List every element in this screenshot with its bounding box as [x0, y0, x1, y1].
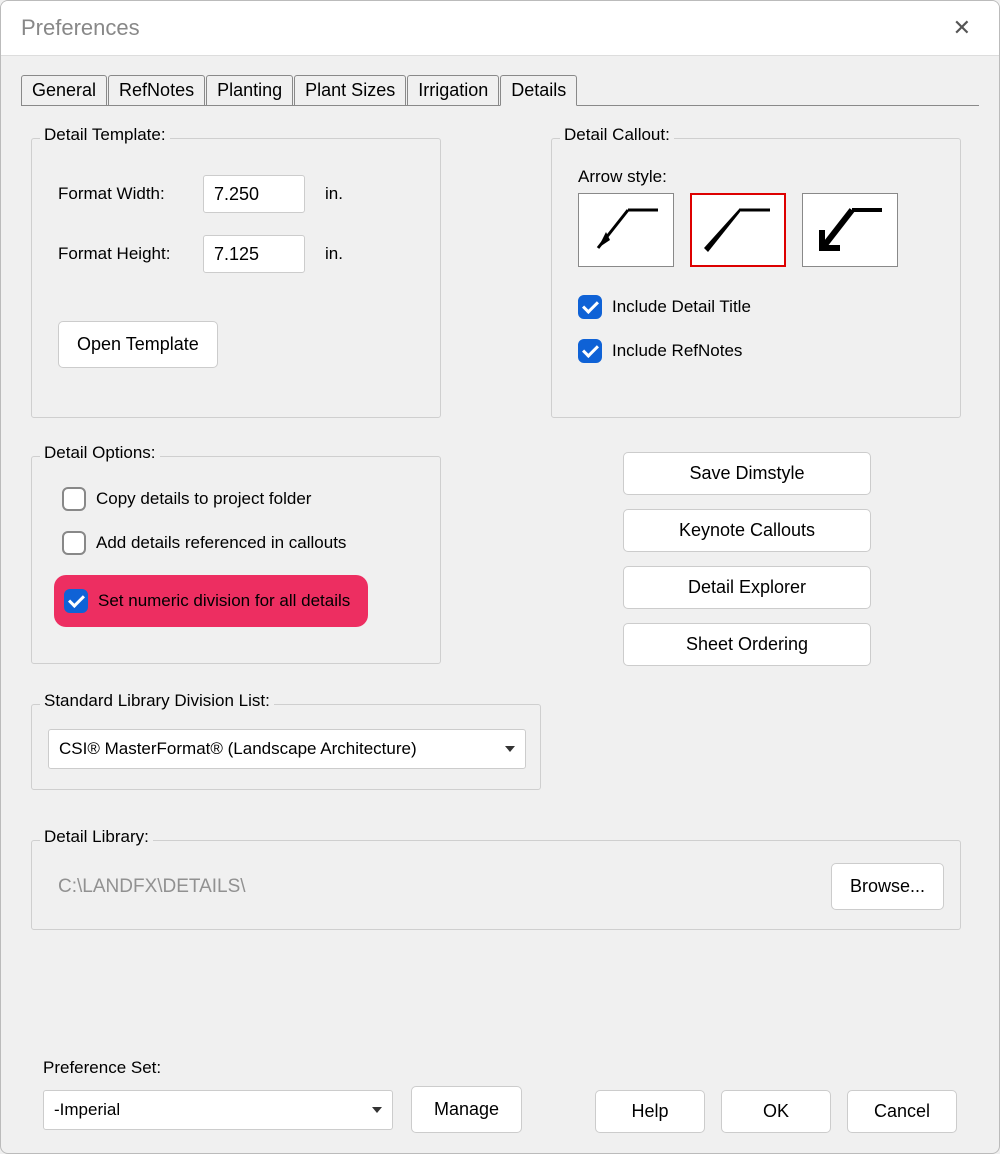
group-detail-callout: Detail Callout: Arrow style: [551, 138, 961, 418]
preferences-window: Preferences ✕ General RefNotes Planting … [0, 0, 1000, 1154]
arrow-style-options [578, 193, 944, 267]
preference-set-group: Preference Set: -Imperial Manage [43, 1058, 522, 1133]
checkbox-add-details[interactable] [62, 531, 86, 555]
tab-details[interactable]: Details [500, 75, 577, 106]
arrow-style-3[interactable] [802, 193, 898, 267]
input-format-width[interactable] [203, 175, 305, 213]
group-standard-library: Standard Library Division List: CSI® Mas… [31, 704, 541, 790]
checkbox-include-refnotes[interactable] [578, 339, 602, 363]
arrow-open-icon [810, 200, 890, 260]
arrow-tapered-icon [698, 200, 778, 260]
label-format-height: Format Height: [58, 244, 203, 264]
keynote-callouts-button[interactable]: Keynote Callouts [623, 509, 871, 552]
chevron-down-icon [372, 1107, 382, 1113]
bottom-bar: Preference Set: -Imperial Manage Help OK… [43, 1058, 957, 1133]
input-format-height[interactable] [203, 235, 305, 273]
manage-button[interactable]: Manage [411, 1086, 522, 1133]
side-button-stack: Save Dimstyle Keynote Callouts Detail Ex… [623, 452, 871, 666]
detail-explorer-button[interactable]: Detail Explorer [623, 566, 871, 609]
browse-button[interactable]: Browse... [831, 863, 944, 910]
label-copy-details: Copy details to project folder [96, 489, 311, 509]
content-area: General RefNotes Planting Plant Sizes Ir… [1, 56, 999, 1154]
select-preference-set[interactable]: -Imperial [43, 1090, 393, 1130]
checkbox-set-numeric[interactable] [64, 589, 88, 613]
legend-detail-library: Detail Library: [40, 827, 153, 847]
unit-width: in. [325, 184, 343, 204]
label-include-refnotes: Include RefNotes [612, 341, 742, 361]
tab-planting[interactable]: Planting [206, 75, 293, 106]
group-detail-options: Detail Options: Copy details to project … [31, 456, 441, 664]
select-standard-library-value: CSI® MasterFormat® (Landscape Architectu… [59, 739, 417, 759]
titlebar: Preferences ✕ [1, 1, 999, 56]
label-set-numeric: Set numeric division for all details [98, 591, 350, 611]
arrow-classic-icon [586, 200, 666, 260]
ok-button[interactable]: OK [721, 1090, 831, 1133]
legend-detail-template: Detail Template: [40, 125, 170, 145]
tabpanel-details: Detail Template: Format Width: in. Forma… [21, 105, 979, 1154]
help-button[interactable]: Help [595, 1090, 705, 1133]
chevron-down-icon [505, 746, 515, 752]
label-add-details: Add details referenced in callouts [96, 533, 346, 553]
tab-irrigation[interactable]: Irrigation [407, 75, 499, 106]
window-title: Preferences [21, 15, 140, 41]
arrow-style-2[interactable] [690, 193, 786, 267]
checkbox-include-title[interactable] [578, 295, 602, 319]
label-arrow-style: Arrow style: [578, 167, 944, 187]
cancel-button[interactable]: Cancel [847, 1090, 957, 1133]
detail-library-path: C:\LANDFX\DETAILS\ [48, 876, 819, 898]
arrow-style-1[interactable] [578, 193, 674, 267]
legend-detail-options: Detail Options: [40, 443, 160, 463]
group-detail-template: Detail Template: Format Width: in. Forma… [31, 138, 441, 418]
tab-general[interactable]: General [21, 75, 107, 106]
legend-standard-library: Standard Library Division List: [40, 691, 274, 711]
label-include-title: Include Detail Title [612, 297, 751, 317]
tab-refnotes[interactable]: RefNotes [108, 75, 205, 106]
tab-strip: General RefNotes Planting Plant Sizes Ir… [21, 74, 979, 105]
select-standard-library[interactable]: CSI® MasterFormat® (Landscape Architectu… [48, 729, 526, 769]
label-preference-set: Preference Set: [43, 1058, 522, 1078]
sheet-ordering-button[interactable]: Sheet Ordering [623, 623, 871, 666]
close-icon[interactable]: ✕ [945, 11, 979, 45]
select-preference-set-value: -Imperial [54, 1100, 120, 1120]
label-format-width: Format Width: [58, 184, 203, 204]
save-dimstyle-button[interactable]: Save Dimstyle [623, 452, 871, 495]
group-detail-library: Detail Library: C:\LANDFX\DETAILS\ Brows… [31, 840, 961, 930]
open-template-button[interactable]: Open Template [58, 321, 218, 368]
unit-height: in. [325, 244, 343, 264]
dialog-buttons: Help OK Cancel [595, 1090, 957, 1133]
legend-detail-callout: Detail Callout: [560, 125, 674, 145]
tab-plantsizes[interactable]: Plant Sizes [294, 75, 406, 106]
highlight-set-numeric: Set numeric division for all details [54, 575, 368, 627]
checkbox-copy-details[interactable] [62, 487, 86, 511]
